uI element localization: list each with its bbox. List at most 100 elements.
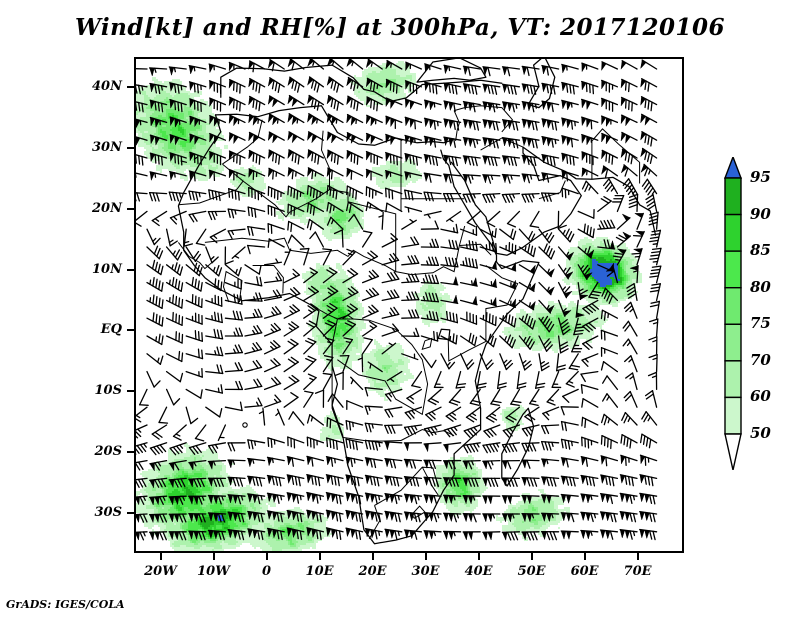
wind-barb bbox=[306, 509, 325, 523]
x-axis-label: 30E bbox=[411, 564, 440, 579]
wind-barb bbox=[136, 210, 148, 227]
wind-barb bbox=[306, 491, 325, 504]
wind-barb bbox=[485, 406, 501, 423]
wind-barb bbox=[263, 358, 281, 373]
wind-barb bbox=[136, 495, 148, 506]
wind-barb bbox=[499, 312, 517, 328]
wind-barb bbox=[538, 315, 555, 333]
wind-barb bbox=[248, 168, 266, 181]
wind-barb bbox=[303, 303, 319, 319]
wind-barb bbox=[538, 353, 550, 372]
wind-barb bbox=[365, 150, 383, 166]
wind-barb bbox=[169, 170, 187, 181]
wind-barb bbox=[209, 97, 227, 112]
y-axis-label: 40N bbox=[92, 79, 122, 95]
wind-barb bbox=[420, 292, 439, 303]
wind-barb bbox=[188, 442, 207, 455]
wind-barb bbox=[542, 406, 560, 421]
wind-barb bbox=[581, 62, 599, 73]
wind-barb bbox=[499, 228, 517, 241]
wind-barb bbox=[283, 392, 299, 408]
wind-barb bbox=[581, 353, 599, 367]
wind-barb bbox=[482, 192, 501, 204]
wind-barb bbox=[189, 151, 207, 166]
wind-barb bbox=[231, 246, 246, 259]
colorbar-tick-label: 60 bbox=[750, 387, 771, 406]
wind-barb bbox=[326, 417, 344, 429]
wind-barb bbox=[149, 152, 168, 166]
wind-barb bbox=[165, 311, 184, 326]
wind-barb bbox=[342, 268, 359, 284]
wind-barb bbox=[286, 527, 305, 541]
wind-barb bbox=[600, 97, 619, 112]
wind-barb bbox=[501, 101, 521, 113]
wind-barb bbox=[602, 393, 619, 408]
wind-barb bbox=[420, 310, 439, 322]
x-axis-tick bbox=[424, 553, 427, 560]
wind-barb bbox=[322, 248, 332, 266]
map-plot-area[interactable] bbox=[134, 57, 684, 553]
y-axis-tick bbox=[127, 86, 134, 89]
wind-barb bbox=[601, 61, 619, 72]
wind-barb bbox=[384, 406, 403, 418]
wind-barb bbox=[314, 389, 325, 408]
colorbar[interactable] bbox=[720, 155, 746, 471]
wind-barb bbox=[148, 495, 168, 506]
wind-barb bbox=[299, 247, 310, 266]
wind-barb bbox=[499, 279, 517, 290]
wind-barb bbox=[423, 210, 442, 219]
wind-barb bbox=[365, 168, 383, 181]
wind-barb bbox=[185, 312, 203, 325]
wind-barb bbox=[228, 132, 246, 145]
wind-barb bbox=[168, 513, 187, 524]
wind-barb bbox=[433, 370, 444, 389]
wind-barb bbox=[224, 310, 243, 321]
wind-barb bbox=[622, 320, 638, 337]
wind-barb bbox=[560, 512, 579, 523]
wind-barb bbox=[208, 442, 227, 454]
wind-barb bbox=[510, 388, 522, 407]
wind-barb bbox=[326, 76, 344, 93]
wind-barb bbox=[482, 66, 501, 77]
wind-barb bbox=[136, 101, 148, 113]
wind-barb bbox=[557, 317, 571, 336]
wind-barb bbox=[620, 164, 638, 177]
wind-barb bbox=[224, 362, 244, 373]
wind-barb bbox=[516, 370, 527, 390]
x-axis-label: 20E bbox=[358, 564, 387, 579]
wind-barb bbox=[440, 294, 459, 305]
wind-barb bbox=[561, 99, 579, 111]
wind-barb bbox=[188, 190, 207, 202]
wind-barb bbox=[641, 178, 658, 196]
wind-barb bbox=[185, 329, 204, 342]
wind-barb bbox=[244, 378, 263, 391]
wind-barb bbox=[540, 192, 560, 202]
wind-barb bbox=[518, 281, 536, 293]
wind-barb bbox=[364, 405, 383, 415]
wind-barb bbox=[209, 115, 227, 128]
wind-barb bbox=[287, 59, 305, 71]
wind-barb-field bbox=[136, 59, 662, 542]
wind-barb bbox=[448, 388, 462, 406]
wind-barb bbox=[404, 171, 423, 182]
wind-barb bbox=[568, 353, 581, 371]
wind-barb bbox=[188, 512, 207, 523]
wind-barb bbox=[165, 277, 184, 292]
wind-barb bbox=[287, 185, 305, 200]
wind-barb bbox=[248, 77, 266, 94]
wind-barb bbox=[168, 477, 187, 489]
wind-barb bbox=[406, 388, 423, 405]
wind-barb bbox=[209, 228, 227, 244]
wind-barb bbox=[588, 281, 602, 300]
wind-barb bbox=[283, 286, 301, 302]
wind-barb bbox=[227, 476, 246, 487]
wind-barb bbox=[244, 292, 263, 302]
wind-barb bbox=[443, 424, 462, 438]
wind-barb bbox=[649, 229, 662, 248]
wind-barb bbox=[502, 424, 521, 438]
rh-shading bbox=[136, 61, 642, 551]
wind-barb bbox=[521, 65, 540, 77]
wind-barb bbox=[306, 455, 325, 467]
wind-barb bbox=[169, 442, 187, 456]
wind-barb bbox=[581, 416, 599, 429]
